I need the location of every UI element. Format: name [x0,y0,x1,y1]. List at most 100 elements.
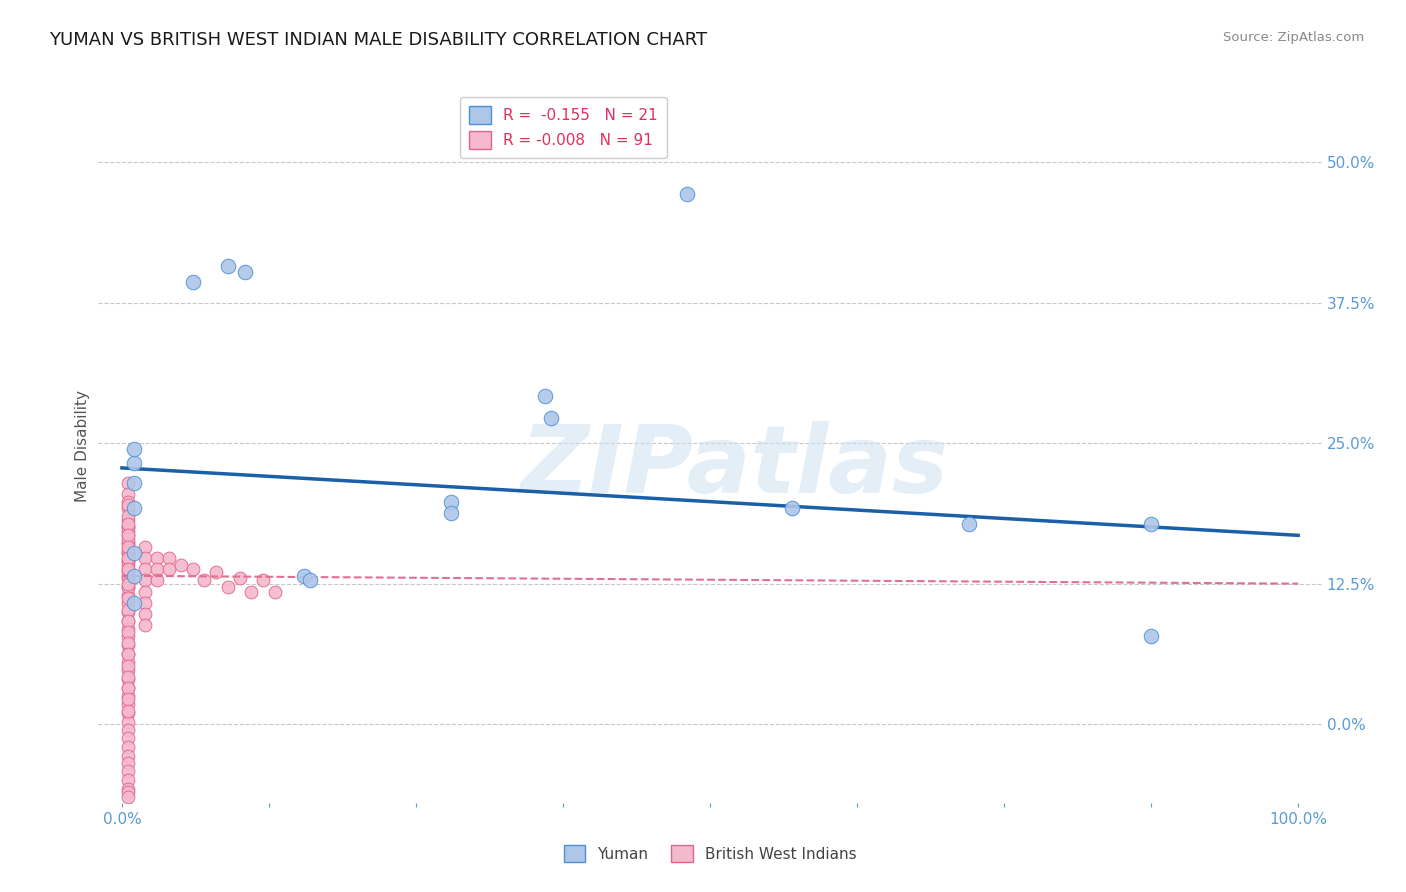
Point [440,494,463,508]
Point [134,540,156,554]
Point [122,442,145,456]
Point [117,672,139,686]
Legend: Yuman, British West Indians: Yuman, British West Indians [555,838,865,870]
Point [117,528,139,542]
Point [1140,517,1163,532]
Point [252,574,274,588]
Point [117,550,139,565]
Point [117,537,139,551]
Point [117,558,139,572]
Point [117,731,139,745]
Point [117,517,139,532]
Point [117,681,139,695]
Point [675,186,697,201]
Point [117,596,139,610]
Point [117,658,139,673]
Point [117,656,139,670]
Point [134,607,156,621]
Point [117,602,139,616]
Point [122,546,145,560]
Point [240,584,263,599]
Point [122,596,145,610]
Point [292,569,315,583]
Text: Source: ZipAtlas.com: Source: ZipAtlas.com [1223,31,1364,45]
Point [117,782,139,797]
Point [117,790,139,805]
Point [117,630,139,644]
Point [134,584,156,599]
Point [117,571,139,585]
Point [540,411,562,425]
Y-axis label: Male Disability: Male Disability [75,390,90,502]
Point [134,618,156,632]
Point [117,532,139,546]
Point [122,569,145,583]
Point [117,784,139,798]
Point [117,580,139,594]
Point [117,475,139,490]
Point [117,706,139,720]
Point [117,591,139,606]
Point [117,739,139,754]
Point [117,704,139,718]
Point [117,697,139,711]
Point [263,584,285,599]
Point [117,639,139,653]
Point [117,764,139,779]
Point [228,571,250,585]
Point [534,389,557,403]
Point [117,714,139,729]
Point [117,648,139,662]
Point [440,506,463,520]
Point [117,625,139,640]
Point [117,554,139,568]
Point [117,681,139,695]
Point [170,558,193,572]
Point [117,509,139,524]
Point [146,550,169,565]
Point [117,670,139,684]
Point [117,520,139,534]
Point [117,535,139,549]
Point [117,528,139,542]
Point [122,457,145,471]
Text: YUMAN VS BRITISH WEST INDIAN MALE DISABILITY CORRELATION CHART: YUMAN VS BRITISH WEST INDIAN MALE DISABI… [49,31,707,49]
Point [117,546,139,560]
Point [157,562,180,576]
Point [117,773,139,788]
Point [117,554,139,568]
Point [117,501,139,516]
Point [157,550,180,565]
Point [134,562,156,576]
Point [134,574,156,588]
Point [181,276,204,290]
Point [217,580,239,594]
Point [117,723,139,737]
Point [117,498,139,512]
Point [146,574,169,588]
Point [117,580,139,594]
Point [134,550,156,565]
Point [235,265,257,279]
Point [117,748,139,763]
Point [134,596,156,610]
Point [117,513,139,527]
Point [117,614,139,628]
Point [117,520,139,534]
Point [117,622,139,636]
Point [117,648,139,662]
Point [782,501,804,516]
Point [117,576,139,591]
Point [117,524,139,538]
Point [117,562,139,576]
Point [117,569,139,583]
Point [117,566,139,580]
Point [117,546,139,560]
Point [117,756,139,771]
Point [205,566,228,580]
Point [122,501,145,516]
Point [122,475,145,490]
Point [117,614,139,628]
Point [117,543,139,558]
Point [117,689,139,703]
